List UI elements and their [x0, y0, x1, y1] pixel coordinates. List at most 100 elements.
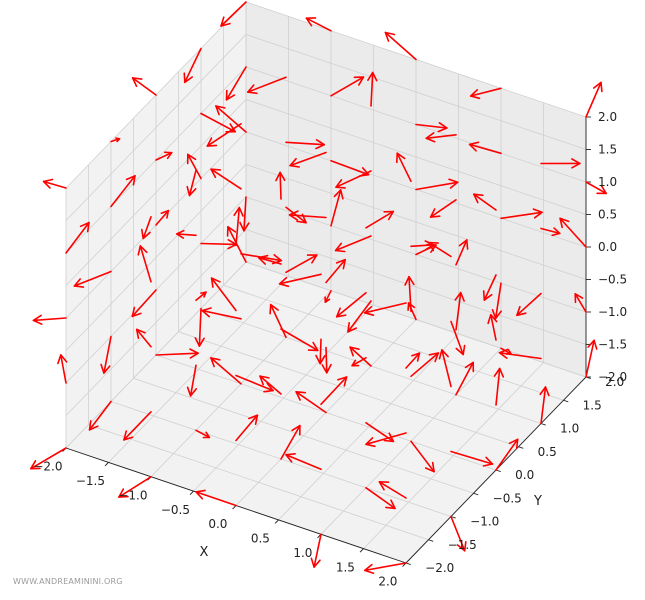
arrow-head — [321, 363, 332, 374]
arrow-shaft — [305, 17, 332, 32]
vector-arrow — [210, 357, 242, 385]
vector-arrow — [540, 227, 561, 237]
arrow-head — [226, 226, 237, 237]
arrow-shaft — [243, 196, 247, 232]
arrow-shaft — [188, 169, 197, 197]
vector-arrow — [155, 209, 170, 226]
arrow-shaft — [176, 233, 197, 237]
vector-arrow — [487, 313, 498, 341]
vector-arrow — [220, 1, 247, 27]
arrow-head — [493, 367, 505, 378]
vector-arrow — [321, 346, 332, 374]
arrow-head — [186, 386, 198, 397]
vector-arrow — [288, 210, 327, 221]
arrow-head — [206, 137, 218, 147]
arrow-shaft — [313, 533, 322, 568]
arrow-shaft — [280, 328, 319, 352]
vector-arrow — [410, 352, 440, 378]
vector-arrow — [330, 189, 344, 227]
watermark: WWW.ANDREAMININI.ORG — [13, 577, 123, 586]
x-tick-label: −0.5 — [161, 503, 190, 517]
arrow-head — [291, 424, 301, 436]
arrow-shaft — [206, 123, 242, 147]
vector-arrow — [295, 390, 327, 414]
x-tick-mark — [274, 519, 279, 524]
arrow-shaft — [195, 291, 207, 302]
arrow-head — [365, 437, 376, 448]
y-tick-mark — [473, 492, 479, 496]
arrow-shaft — [384, 31, 417, 61]
arrow-head — [239, 221, 250, 232]
vector-arrows — [29, 1, 608, 575]
z-tick-label: 1.5 — [598, 143, 617, 157]
arrow-head — [269, 303, 279, 315]
arrow-head — [233, 206, 244, 217]
arrow-shaft — [131, 77, 157, 96]
vector-arrow — [259, 375, 282, 395]
arrow-shaft — [410, 440, 435, 473]
arrow-head — [137, 245, 148, 256]
vector-arrow — [201, 307, 242, 320]
z-tick-label: 0.0 — [598, 240, 617, 254]
vector-arrow — [206, 123, 242, 147]
y-tick-label: −2.0 — [425, 561, 454, 575]
y-tick-mark — [540, 423, 546, 426]
arrow-head — [131, 306, 142, 318]
arrow-head — [532, 208, 543, 219]
vector-arrow — [310, 533, 322, 568]
arrow-shaft — [429, 199, 457, 218]
arrow-shaft — [365, 210, 395, 229]
vector-arrow — [405, 352, 421, 369]
arrow-head — [194, 337, 205, 347]
arrow-head — [296, 213, 307, 224]
arrow-head — [472, 193, 484, 204]
z-tick-label: −1.0 — [598, 305, 627, 319]
vector-arrow — [155, 348, 199, 359]
arrow-shaft — [450, 450, 494, 465]
arrow-shaft — [187, 153, 202, 180]
y-tick-mark — [563, 399, 569, 403]
arrow-shaft — [139, 245, 152, 283]
vector-arrow — [289, 151, 327, 168]
arrow-shaft — [540, 227, 561, 235]
arrow-shaft — [201, 309, 242, 320]
arrow-head — [32, 314, 43, 326]
vector-arrow — [491, 282, 503, 320]
vector-arrow — [585, 339, 598, 378]
arrow-head — [285, 452, 296, 463]
arrow-head — [347, 321, 358, 333]
arrow-head — [411, 352, 421, 362]
arrow-shaft — [408, 275, 412, 313]
arrow-shaft — [500, 347, 513, 355]
vector-arrow — [194, 307, 205, 347]
vector-arrow — [539, 386, 550, 425]
arrow-shaft — [195, 491, 237, 507]
arrow-shaft — [330, 160, 370, 176]
arrow-shaft — [319, 338, 322, 365]
arrow-head — [131, 77, 143, 87]
vector-arrow — [100, 335, 112, 374]
vector-arrow — [88, 400, 112, 431]
arrow-head — [384, 31, 396, 42]
arrow-shaft — [32, 317, 67, 322]
vector-arrow — [378, 480, 407, 499]
arrow-head — [324, 296, 331, 304]
arrow-head — [79, 221, 90, 233]
vector-arrow — [335, 170, 372, 189]
arrow-shaft — [489, 313, 497, 341]
vector-arrow — [540, 158, 581, 169]
arrow-shaft — [425, 134, 457, 140]
arrow-shaft — [450, 515, 466, 552]
vector-arrow — [429, 199, 457, 218]
vector-arrow — [278, 273, 322, 288]
arrow-shaft — [59, 354, 67, 384]
arrow-shaft — [347, 300, 372, 333]
y-tick-mark — [405, 562, 411, 566]
vector-arrow — [73, 270, 112, 288]
vector-arrow — [233, 206, 244, 247]
x-tick-label: 1.0 — [293, 546, 312, 560]
arrow-head — [195, 489, 206, 500]
vector-arrow — [247, 76, 287, 95]
y-tick-mark — [518, 446, 524, 449]
